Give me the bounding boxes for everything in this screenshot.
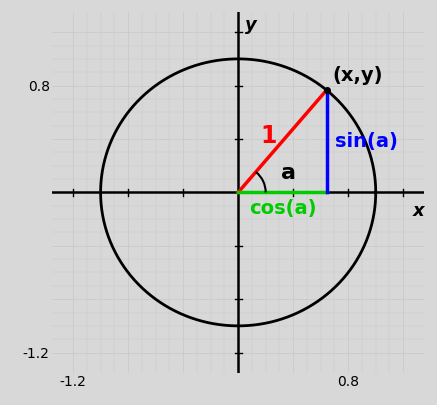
Text: y: y bbox=[245, 16, 257, 34]
Text: (x,y): (x,y) bbox=[332, 66, 383, 85]
Text: x: x bbox=[413, 202, 424, 220]
Text: 1: 1 bbox=[260, 124, 277, 148]
Text: a: a bbox=[281, 163, 295, 183]
Text: cos(a): cos(a) bbox=[249, 199, 316, 218]
Text: sin(a): sin(a) bbox=[335, 132, 398, 151]
